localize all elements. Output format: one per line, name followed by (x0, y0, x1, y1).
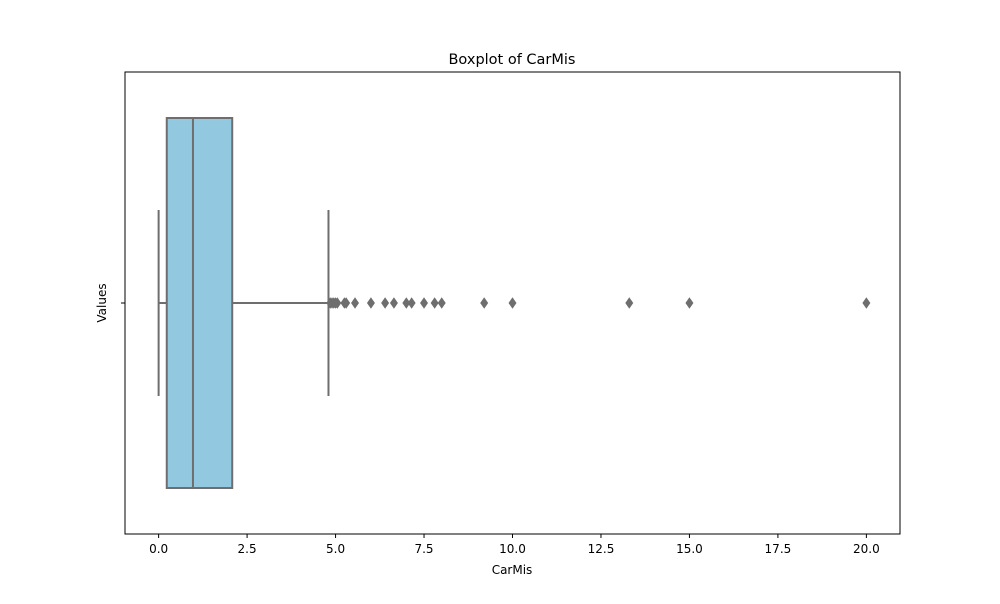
x-axis-title: CarMis (492, 563, 533, 577)
outlier-point (366, 297, 375, 309)
x-tick-label: 7.5 (414, 542, 433, 556)
outlier-point (381, 297, 390, 309)
y-axis-title: Values (95, 283, 109, 322)
outlier-point (420, 297, 429, 309)
outlier-point (342, 297, 351, 309)
x-tick-label: 10.0 (499, 542, 526, 556)
x-tick-label: 2.5 (238, 542, 257, 556)
outlier-point (351, 297, 360, 309)
outlier-point (508, 297, 517, 309)
plot-area (157, 117, 871, 489)
outlier-point (862, 297, 871, 309)
outlier-point (685, 297, 694, 309)
outlier-point (480, 297, 489, 309)
x-tick-label: 17.5 (765, 542, 792, 556)
outlier-point (430, 297, 439, 309)
outlier-point (437, 297, 446, 309)
outlier-point (402, 297, 411, 309)
outlier-point (625, 297, 634, 309)
x-tick-label: 20.0 (853, 542, 880, 556)
chart-title: Boxplot of CarMis (448, 52, 575, 68)
x-tick-label: 0.0 (149, 542, 168, 556)
iqr-box (165, 117, 234, 489)
outlier-point (333, 297, 342, 309)
x-tick-label: 15.0 (676, 542, 703, 556)
x-axis: 0.0 2.5 5.0 7.5 10.0 12.5 15.0 17.5 20.0 (149, 534, 880, 556)
outlier-point (407, 297, 416, 309)
outlier-point (389, 297, 398, 309)
x-tick-label: 5.0 (326, 542, 345, 556)
x-tick-label: 12.5 (588, 542, 615, 556)
